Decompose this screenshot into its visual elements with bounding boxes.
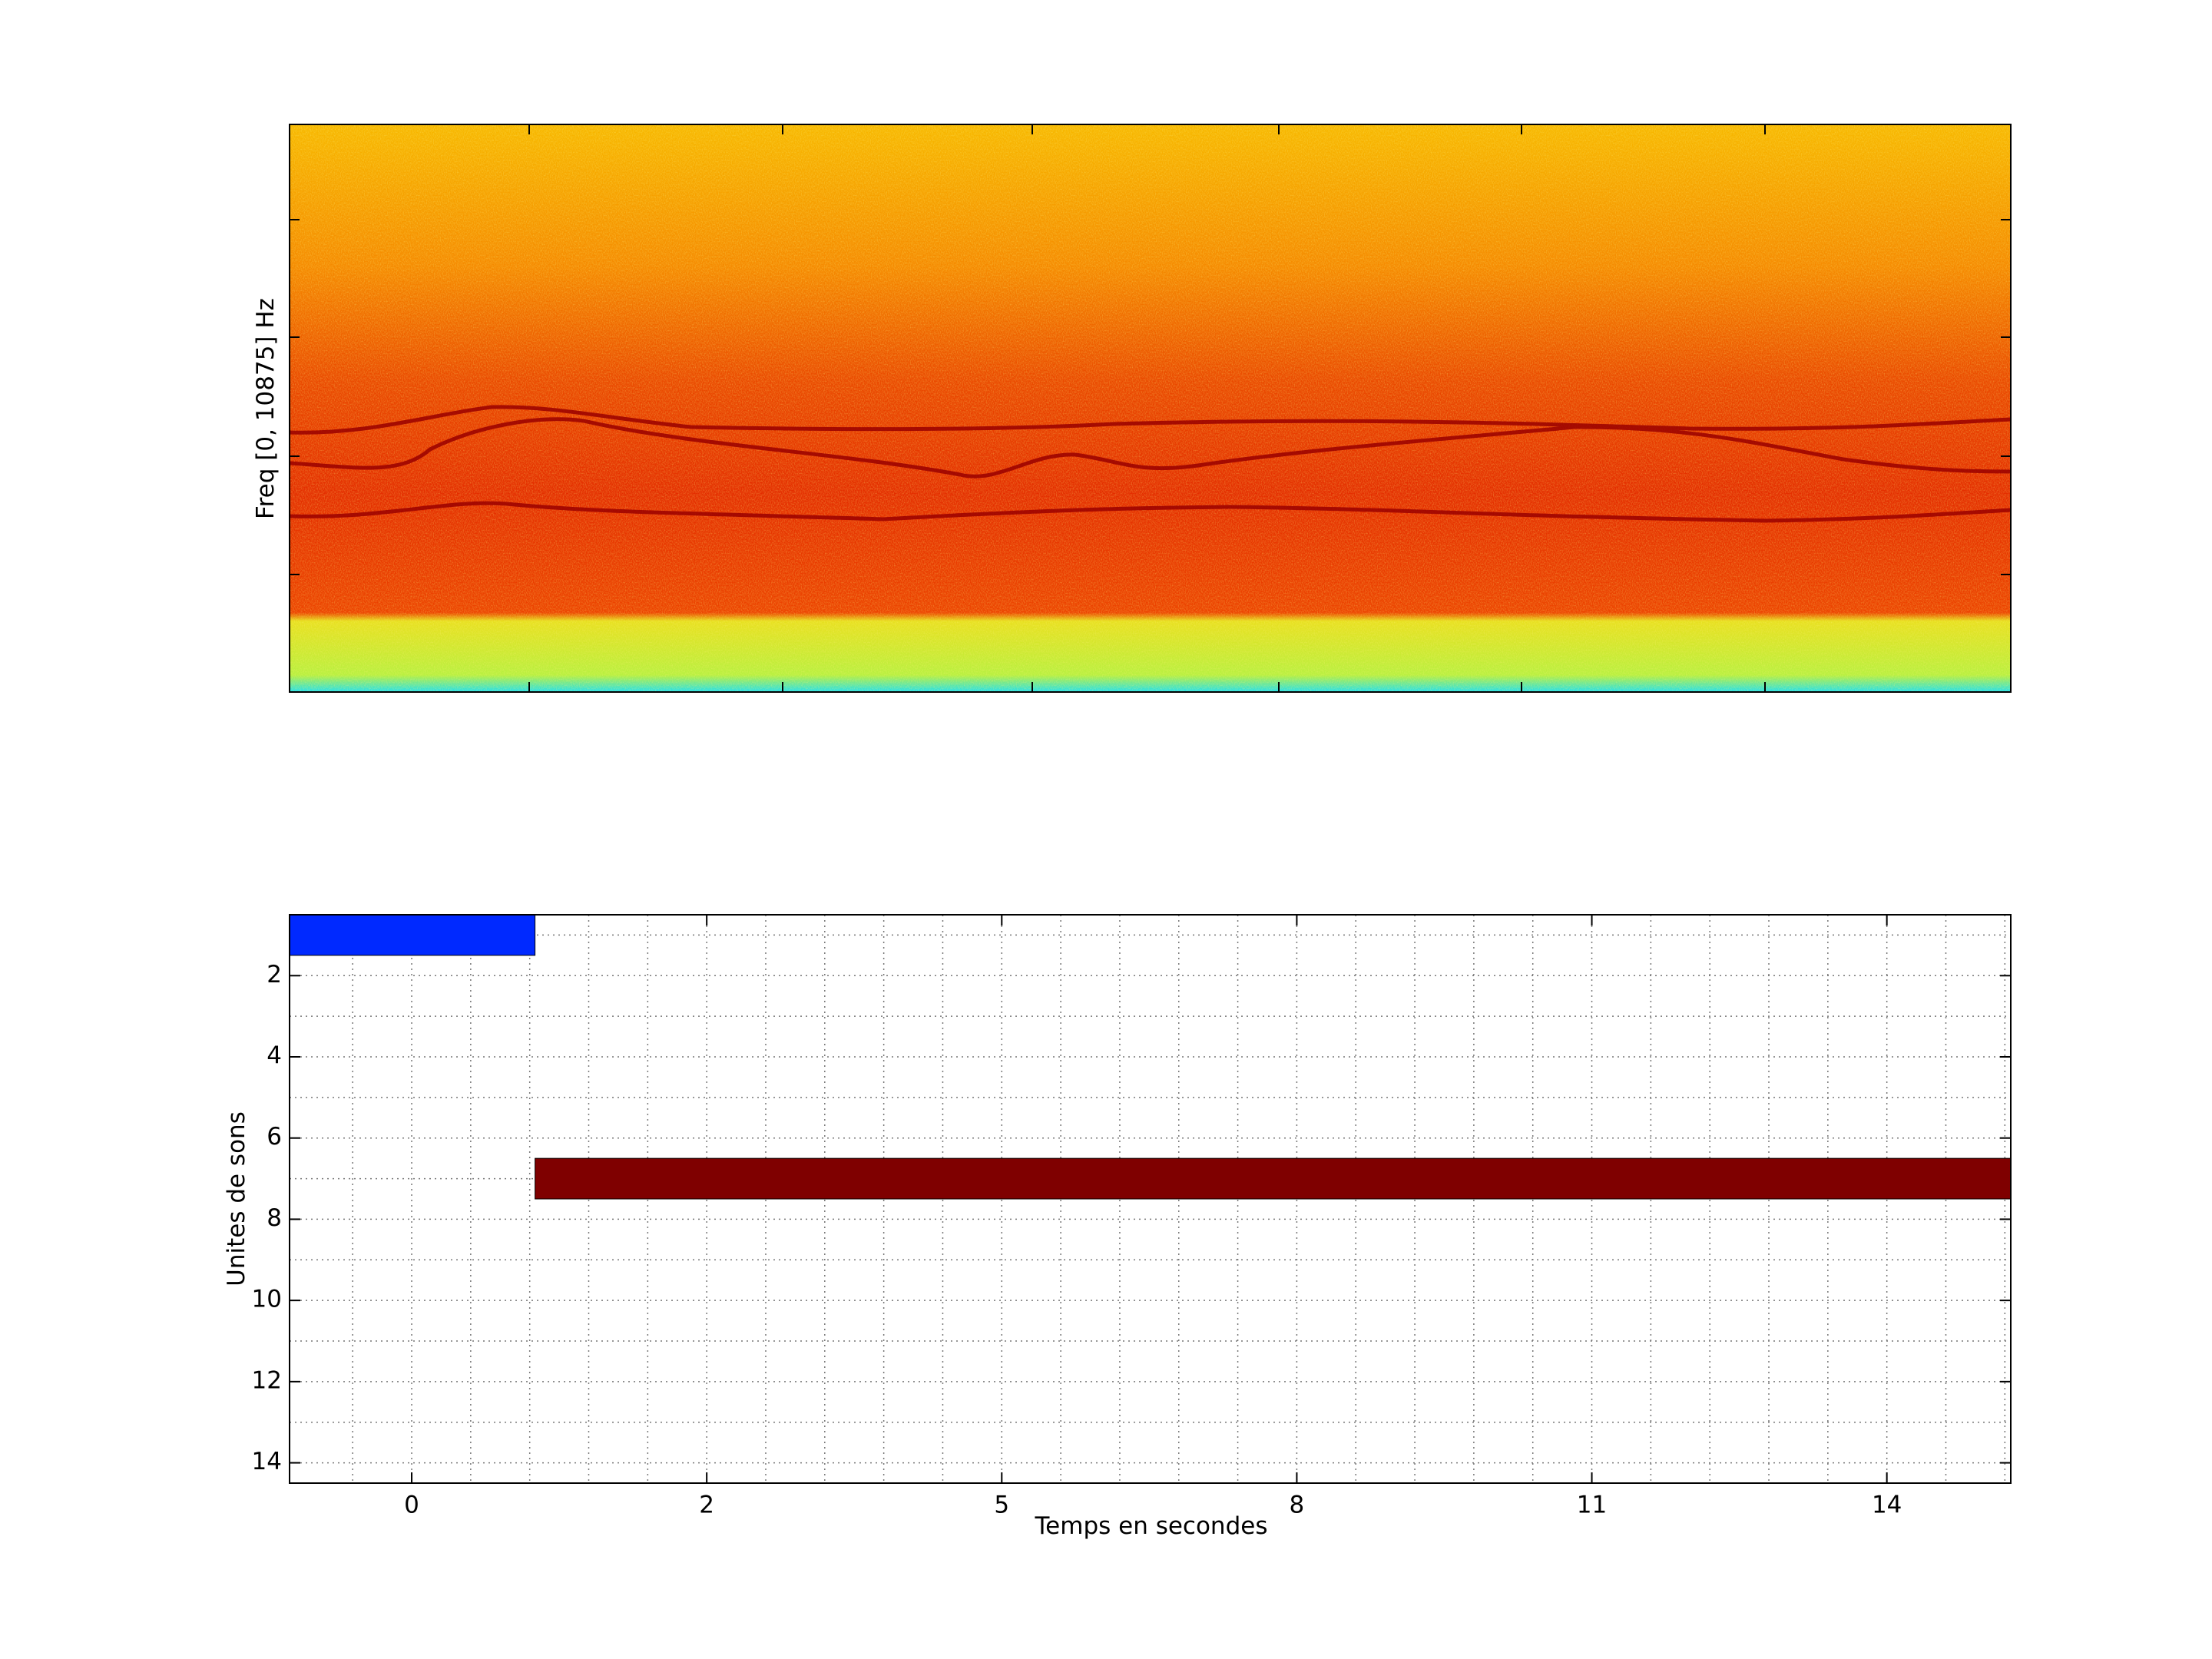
x-tick-label: 8 xyxy=(1290,1492,1305,1519)
spectrogram-frame xyxy=(289,124,2012,693)
x-tick-label: 2 xyxy=(699,1492,714,1519)
spectrogram-ticks xyxy=(290,124,2011,692)
bar xyxy=(535,1157,2012,1200)
y-axis-label: Unites de sons xyxy=(223,1111,250,1286)
x-axis-label: Temps en secondes xyxy=(1035,1512,1268,1540)
x-tick-label: 0 xyxy=(404,1492,419,1519)
timeline-chart: 0 2 5 8 11 14 2 4 6 8 10 12 14 xyxy=(252,914,2012,1519)
y-tick-label: 4 xyxy=(267,1042,282,1070)
y-tick-label: 6 xyxy=(267,1123,282,1151)
y-tick-label: 12 xyxy=(252,1366,282,1394)
x-tick-label: 5 xyxy=(994,1492,1009,1519)
y-axis-label: Freq [0, 10875] Hz xyxy=(252,298,280,519)
spectrogram-noise xyxy=(290,124,2011,692)
y-tick-label: 8 xyxy=(267,1204,282,1232)
x-tick-label: 14 xyxy=(1872,1492,1902,1519)
x-tick-label: 11 xyxy=(1577,1492,1607,1519)
plot-frame xyxy=(289,914,2012,1484)
spectrogram xyxy=(290,124,2011,692)
spectrogram-traces xyxy=(290,405,2011,523)
y-tick-label: 2 xyxy=(267,961,282,988)
y-tick-label: 10 xyxy=(252,1286,282,1313)
y-tick-label: 14 xyxy=(252,1448,282,1475)
bar xyxy=(289,914,536,956)
